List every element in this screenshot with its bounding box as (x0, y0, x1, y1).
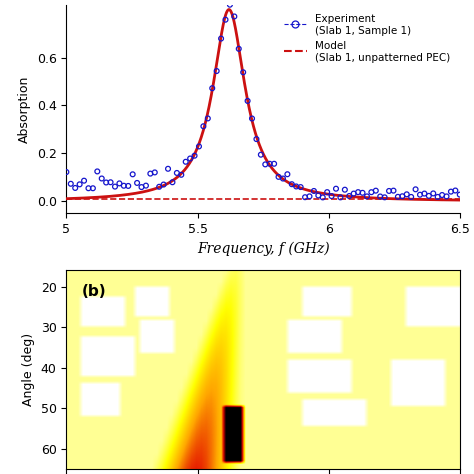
Point (452, 187, 459, 194)
Point (443, 192, 450, 200)
Point (319, 193, 327, 201)
Point (89, 184, 97, 192)
Point (399, 192, 406, 200)
Point (390, 187, 397, 194)
Point (425, 192, 433, 200)
Point (350, 190, 357, 197)
Point (328, 192, 336, 200)
Point (438, 191, 446, 199)
Point (76, 181, 83, 188)
Point (146, 170, 154, 177)
Point (323, 188, 331, 196)
Point (372, 187, 380, 194)
Point (412, 185, 419, 193)
Point (346, 192, 353, 200)
Point (248, 115, 256, 122)
Point (93, 168, 101, 175)
Point (337, 193, 344, 201)
Point (253, 135, 260, 143)
Point (226, 1, 234, 9)
Point (67, 180, 74, 188)
Point (107, 179, 114, 186)
Point (209, 84, 216, 92)
Point (169, 178, 176, 186)
Point (164, 165, 172, 173)
Point (177, 171, 185, 179)
Point (363, 192, 371, 200)
Point (288, 181, 296, 188)
Point (385, 187, 393, 195)
Point (301, 193, 309, 201)
Point (283, 171, 291, 178)
Point (310, 187, 318, 195)
Point (266, 160, 273, 168)
Point (359, 189, 366, 197)
Point (133, 179, 141, 187)
Point (434, 193, 441, 201)
Point (116, 180, 123, 187)
Point (217, 35, 225, 42)
Point (98, 175, 106, 182)
Point (125, 182, 132, 190)
Point (332, 185, 340, 192)
Y-axis label: Angle (deg): Angle (deg) (22, 333, 35, 406)
Point (213, 67, 220, 75)
Point (120, 182, 128, 190)
Point (151, 169, 159, 176)
Point (416, 191, 424, 199)
Y-axis label: Absorption: Absorption (18, 75, 31, 143)
Point (341, 186, 349, 193)
Point (262, 161, 269, 168)
Point (447, 188, 455, 195)
Point (102, 179, 110, 186)
Point (155, 183, 163, 191)
Point (235, 45, 243, 53)
Text: (b): (b) (82, 284, 107, 300)
Point (142, 182, 150, 190)
Point (80, 177, 88, 184)
Point (222, 16, 229, 24)
Point (85, 184, 92, 192)
Point (420, 190, 428, 197)
Point (257, 151, 264, 158)
Point (230, 13, 238, 20)
Point (72, 184, 79, 192)
Point (279, 175, 287, 182)
Point (407, 193, 415, 201)
Point (111, 183, 119, 191)
Point (315, 191, 322, 199)
Point (239, 69, 247, 76)
Point (191, 152, 198, 159)
Point (173, 169, 181, 177)
Legend: Experiment
(Slab 1, Sample 1), Model
(Slab 1, unpatterned PEC): Experiment (Slab 1, Sample 1), Model (Sl… (280, 10, 455, 67)
Point (200, 122, 207, 130)
Point (381, 193, 388, 201)
Point (129, 171, 137, 178)
Point (275, 173, 283, 181)
Point (394, 193, 401, 201)
Point (355, 188, 362, 196)
Point (376, 193, 384, 201)
Point (204, 115, 211, 122)
Point (367, 188, 375, 196)
Point (306, 192, 313, 200)
Point (160, 181, 167, 188)
Point (297, 183, 304, 191)
Point (182, 158, 190, 165)
Point (138, 183, 146, 191)
Point (244, 97, 251, 105)
Point (195, 143, 203, 150)
Point (456, 191, 464, 199)
Point (403, 191, 410, 198)
Point (186, 155, 194, 162)
X-axis label: Frequency, f (GHz): Frequency, f (GHz) (197, 242, 329, 256)
Point (270, 160, 278, 168)
Point (292, 182, 300, 190)
Point (63, 168, 70, 176)
Point (429, 190, 437, 197)
